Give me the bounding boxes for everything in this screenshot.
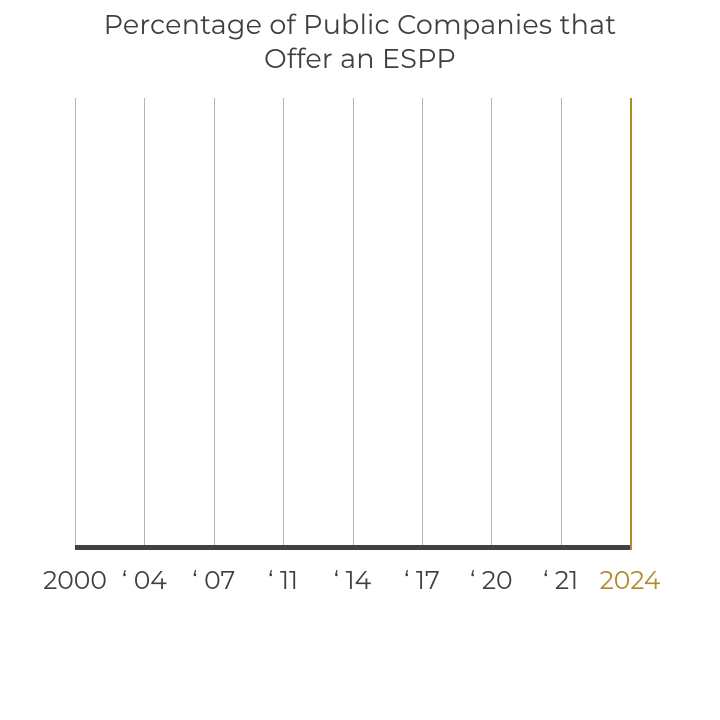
x-tick-label: ‘ 21 (543, 566, 578, 596)
gridline (353, 98, 354, 550)
chart-title: Percentage of Public Companies thatOffer… (0, 8, 720, 76)
gridline (491, 98, 492, 550)
x-axis-line (75, 545, 630, 550)
plot-area: 2000‘ 04‘ 07‘ 11‘ 14‘ 17‘ 20‘ 212024 (75, 98, 630, 550)
gridline-highlight (630, 98, 632, 550)
gridline (144, 98, 145, 550)
gridline (283, 98, 284, 550)
x-tick-label: ‘ 14 (334, 566, 371, 596)
gridline (422, 98, 423, 550)
gridline (214, 98, 215, 550)
x-tick-label: 2000 (43, 566, 107, 596)
x-tick-label: ‘ 17 (404, 566, 440, 596)
x-tick-label: ‘ 20 (470, 566, 513, 596)
x-tick-label: 2024 (600, 566, 661, 596)
gridline (561, 98, 562, 550)
x-tick-label: ‘ 04 (122, 566, 167, 596)
chart-wrapper: Percentage of Public Companies thatOffer… (0, 0, 720, 720)
x-tick-label: ‘ 11 (268, 566, 298, 596)
gridline (75, 98, 76, 550)
x-tick-label: ‘ 07 (192, 566, 235, 596)
